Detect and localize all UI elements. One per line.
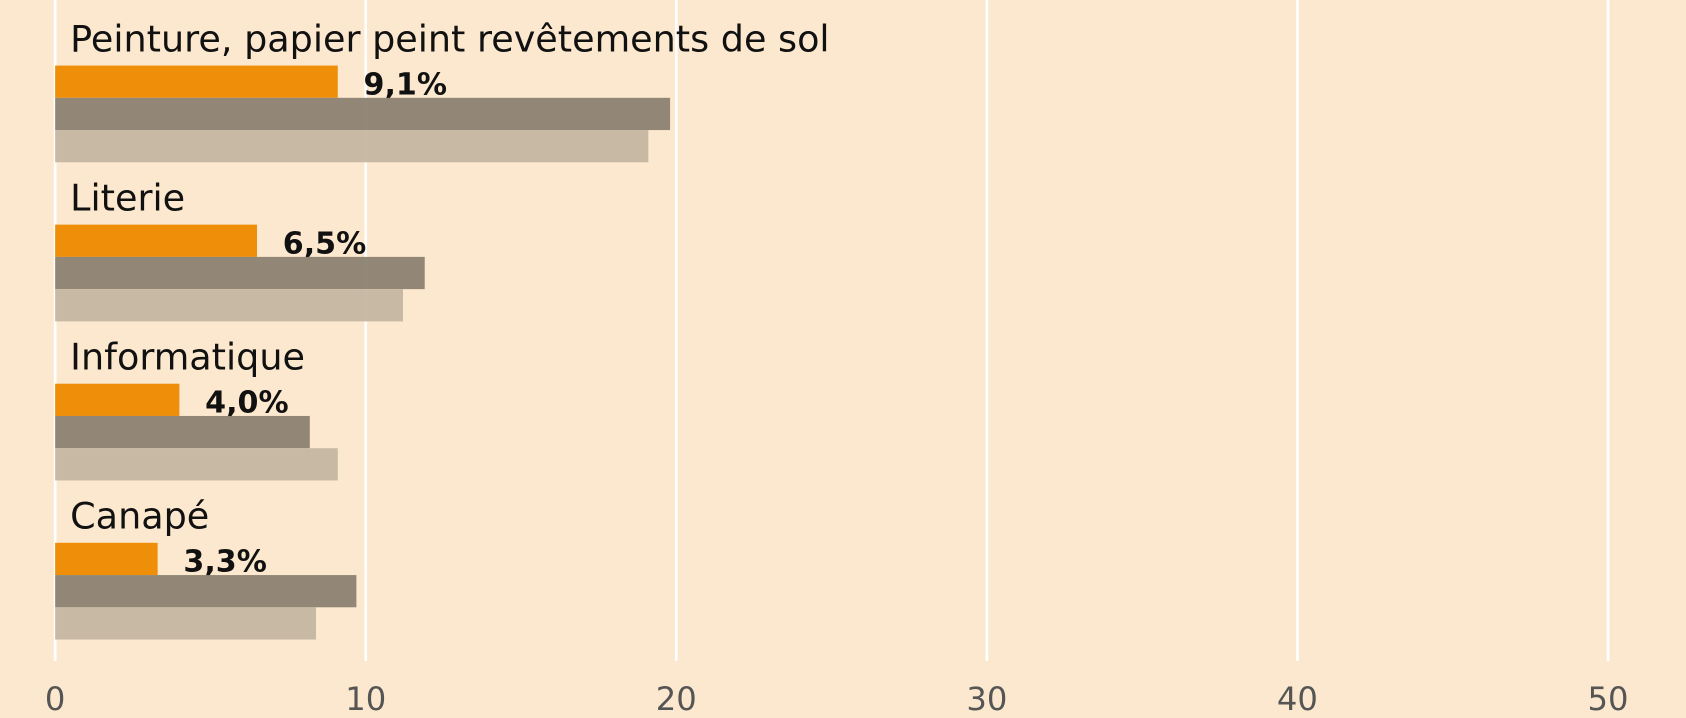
x-tick-label: 0 [45,680,66,718]
category-label: Literie [70,176,185,219]
bar [55,289,403,322]
bar [55,448,338,481]
x-tick-label: 20 [656,680,697,718]
x-tick-label: 30 [966,680,1007,718]
bar [55,575,357,608]
value-label: 3,3% [183,545,266,580]
bar [55,383,180,416]
bar [55,97,671,131]
category-label: Peinture, papier peint revêtements de so… [70,17,829,60]
bar [55,607,317,640]
x-tick-label: 50 [1588,680,1629,718]
category-label: Informatique [70,335,305,378]
value-label: 4,0% [205,386,288,421]
bar [55,256,425,290]
bar [55,542,158,576]
bar [55,415,310,449]
bar [55,130,649,163]
bar [55,65,338,98]
category-label: Canapé [70,495,209,538]
x-tick-label: 40 [1277,680,1318,718]
x-tick-label: 10 [345,680,386,718]
value-label: 6,5% [283,227,366,262]
bar [55,224,258,257]
value-label: 9,1% [364,67,447,102]
